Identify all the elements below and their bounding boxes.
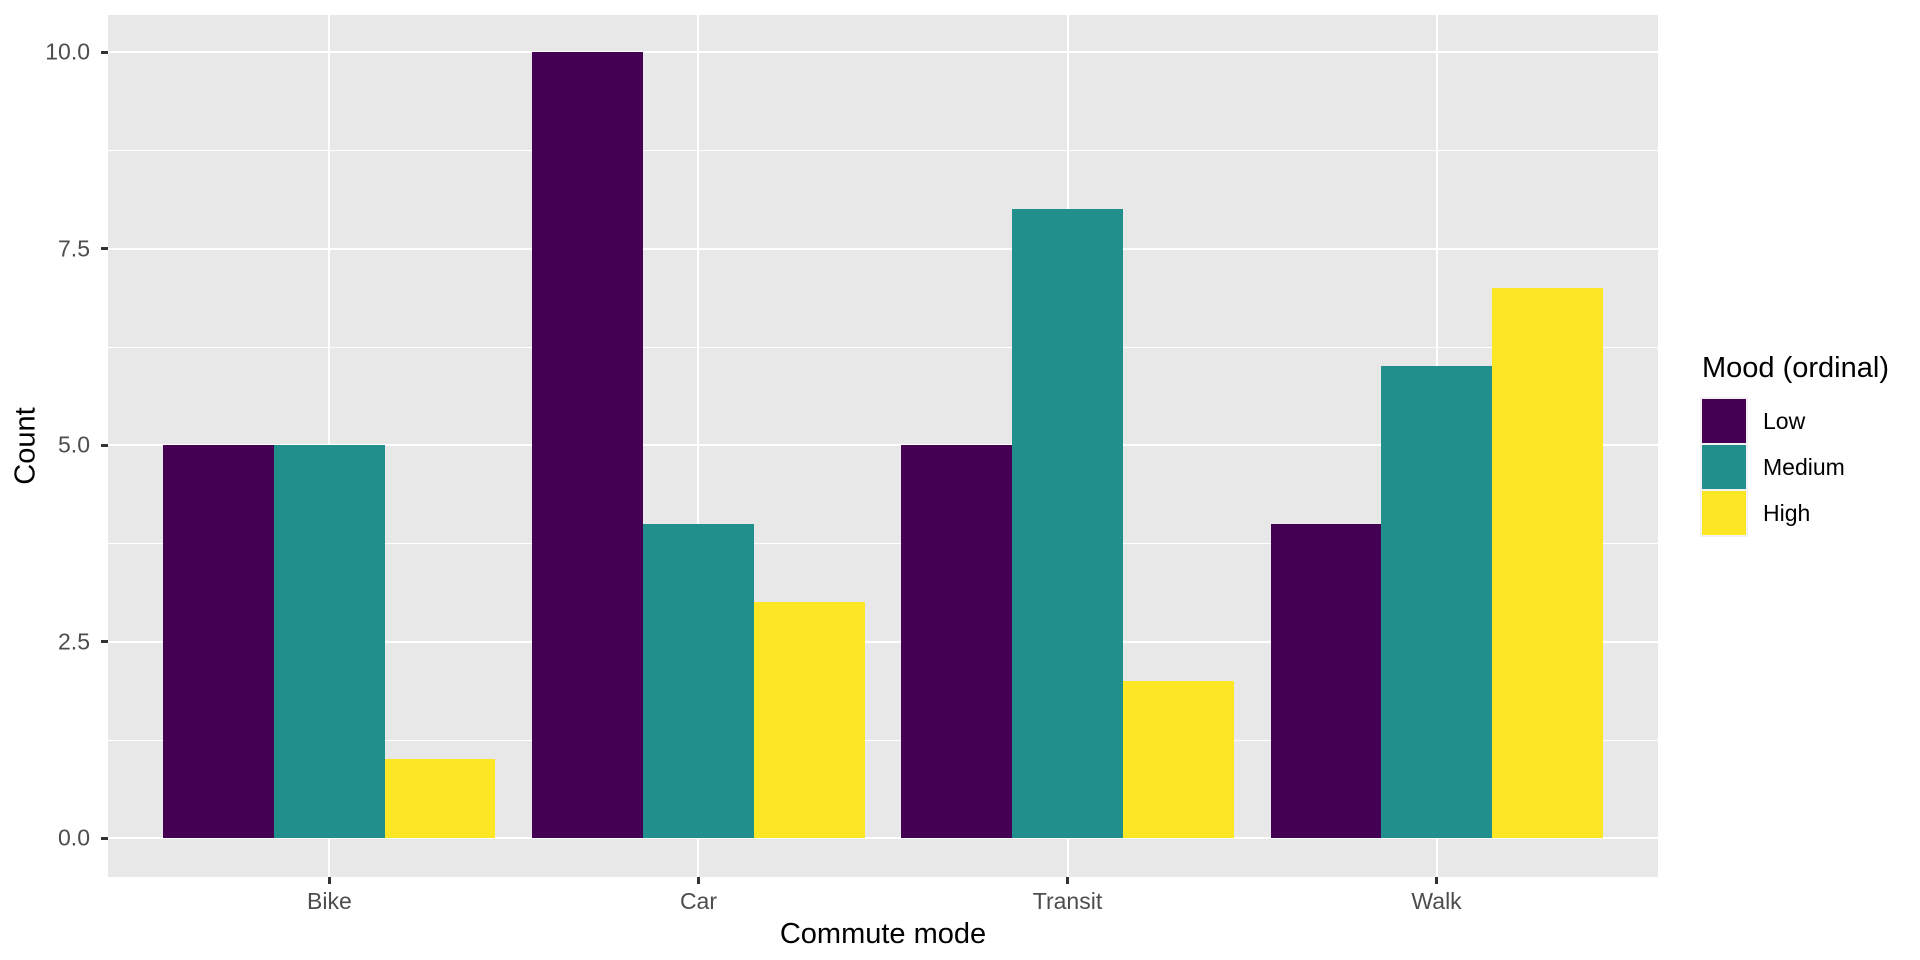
bar-walk-high (1491, 287, 1603, 838)
legend-items: Low Medium High (1700, 397, 1889, 537)
y-axis-tick (101, 640, 108, 643)
x-axis-tick (696, 877, 700, 884)
x-axis-tick (327, 877, 331, 884)
minor-gridline (108, 346, 1658, 348)
minor-gridline (108, 150, 1658, 152)
legend-item-low: Low (1700, 397, 1889, 445)
legend-key-swatch (1700, 443, 1748, 491)
bar-transit-high (1122, 680, 1234, 838)
y-tick-label: 0.0 (58, 824, 90, 851)
y-axis-tick (101, 443, 108, 447)
major-gridline (108, 247, 1658, 250)
legend-item-high: High (1700, 489, 1889, 537)
y-tick-label: 2.5 (58, 628, 90, 654)
minor-gridline (108, 543, 1658, 545)
y-axis-tick (101, 50, 108, 54)
major-gridline (108, 837, 1658, 839)
bar-bike-high (384, 759, 496, 838)
x-axis-tick (1066, 877, 1070, 884)
y-axis-tick (101, 836, 108, 840)
bar-car-high (753, 602, 865, 838)
x-tick-label: Car (679, 888, 717, 914)
bar-transit-low (901, 445, 1013, 838)
legend-label: Medium (1763, 453, 1845, 480)
major-gridline-x (697, 15, 700, 877)
x-tick-label: Walk (1411, 888, 1462, 914)
bar-car-medium (643, 523, 754, 838)
x-tick-label: Bike (307, 888, 352, 914)
major-gridline (108, 640, 1658, 643)
legend-label: Low (1763, 407, 1806, 434)
bar-car-low (532, 52, 644, 838)
bar-bike-low (163, 445, 275, 838)
x-axis-tick (1435, 877, 1439, 884)
major-gridline (108, 51, 1658, 53)
legend-key-swatch (1700, 489, 1748, 537)
bar-walk-low (1270, 523, 1382, 838)
y-tick-label: 5.0 (58, 431, 90, 458)
y-tick-label: 10.0 (45, 38, 90, 65)
bar-transit-medium (1012, 209, 1123, 838)
legend: Mood (ordinal) Low Medium High (1700, 352, 1889, 537)
major-gridline (108, 444, 1658, 446)
minor-gridline (108, 739, 1658, 741)
y-tick-label: 7.5 (58, 235, 90, 261)
legend-key-swatch (1700, 397, 1748, 445)
plot-panel (108, 15, 1658, 877)
x-tick-label: Transit (1032, 888, 1103, 914)
legend-item-medium: Medium (1700, 443, 1889, 491)
bar-bike-medium (274, 445, 385, 838)
bar-walk-medium (1381, 366, 1492, 838)
x-axis-title: Commute mode (779, 918, 987, 950)
legend-label: High (1763, 499, 1811, 526)
legend-title: Mood (ordinal) (1702, 352, 1889, 384)
y-axis-tick (101, 247, 108, 250)
